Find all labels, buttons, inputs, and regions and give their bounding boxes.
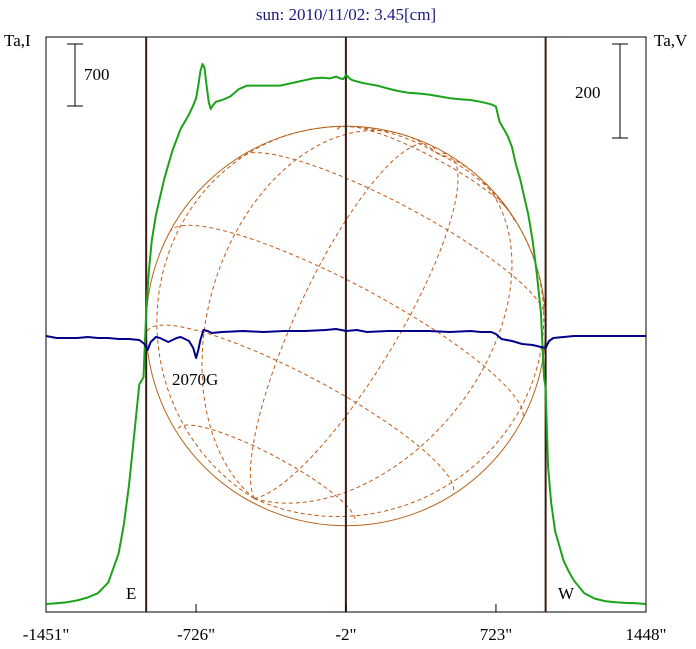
- east-limb-label: E: [126, 584, 136, 603]
- left-scale-bar: [67, 43, 83, 107]
- x-tick-label: 1448": [626, 625, 667, 644]
- right-scale-label: 200: [575, 83, 601, 102]
- longitude-line: [156, 126, 438, 499]
- latitude-line: [169, 224, 524, 420]
- x-tick-label: -1451": [23, 625, 70, 644]
- latitude-line: [146, 324, 455, 494]
- longitude-line: [249, 142, 439, 499]
- west-limb-label: W: [558, 584, 575, 603]
- longitude-line: [254, 152, 459, 499]
- longitude-line: [201, 129, 438, 499]
- series-line-polarization: [45, 328, 646, 359]
- longitude-line: [254, 153, 513, 504]
- series-line-intensity: [45, 63, 647, 605]
- chart-title: sun: 2010/11/02: 3.45[cm]: [256, 5, 436, 24]
- series-lines: [45, 63, 647, 605]
- x-tick-label: -726": [177, 625, 215, 644]
- solar-disk-grid: [145, 125, 547, 527]
- latitude-line: [238, 152, 546, 322]
- x-tick-label: 723": [480, 625, 512, 644]
- x-ticks: -1451" -726" -2" 723" 1448": [23, 604, 667, 644]
- limb-lines: [145, 37, 547, 612]
- latitude-line: [336, 125, 515, 224]
- x-tick-label: -2": [335, 625, 356, 644]
- longitude-line: [254, 153, 545, 518]
- annotation-2070g: 2070G: [172, 370, 218, 389]
- right-axis-label: Ta,V: [654, 31, 688, 50]
- left-scale-label: 700: [84, 65, 110, 84]
- left-axis-label: Ta,I: [4, 31, 31, 50]
- right-scale-bar: [612, 43, 628, 139]
- latitude-line: [177, 424, 356, 523]
